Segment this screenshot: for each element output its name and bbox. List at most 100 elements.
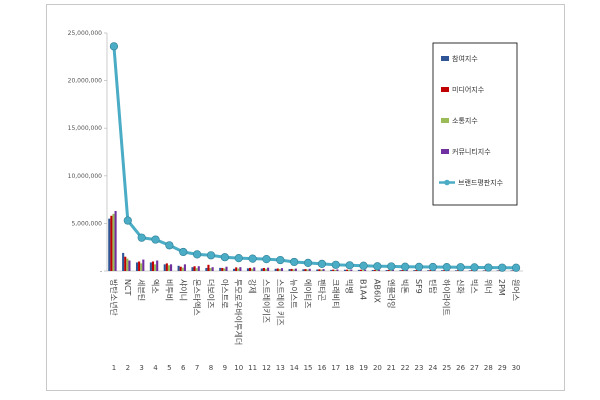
category-index: 11 — [248, 364, 257, 372]
line-point — [373, 262, 382, 271]
category-index: 1 — [112, 364, 116, 372]
category-index: 29 — [498, 364, 507, 372]
bar — [207, 264, 210, 271]
bar — [429, 270, 432, 271]
bar — [209, 268, 212, 271]
bar — [114, 211, 117, 271]
bar — [219, 267, 222, 271]
line-point — [137, 233, 146, 242]
legend-label: 브랜드평판지수 — [458, 178, 504, 187]
bar — [167, 265, 170, 271]
bar — [193, 266, 196, 271]
bar — [470, 270, 473, 271]
category-label: 빅스 — [469, 279, 478, 294]
bar — [302, 269, 305, 271]
bar — [427, 270, 430, 271]
line-point — [109, 42, 119, 51]
line-point — [456, 263, 465, 272]
category-index: 23 — [415, 364, 424, 372]
category-index: 24 — [428, 364, 437, 372]
category-label: 스트레이키즈 — [261, 279, 271, 323]
bar — [373, 269, 376, 271]
bar — [181, 267, 184, 271]
bar — [183, 264, 186, 271]
bar — [496, 270, 499, 271]
category-index: 16 — [317, 364, 326, 372]
bar — [294, 268, 297, 271]
legend-swatch — [441, 118, 449, 123]
bar — [308, 268, 311, 271]
bar — [149, 262, 152, 271]
category-label: 방탄소년단 — [109, 279, 119, 316]
line-point — [262, 255, 271, 264]
bar — [264, 268, 268, 271]
y-tick-label: 5,000,000 — [71, 220, 102, 227]
line-point — [151, 235, 160, 244]
bar — [124, 256, 127, 271]
category-label: B1A4 — [359, 279, 368, 300]
category-index: 2 — [126, 364, 130, 372]
bar — [108, 218, 111, 271]
line-point — [484, 263, 493, 272]
bar — [385, 270, 388, 271]
bar — [274, 268, 277, 271]
category-index: 14 — [290, 364, 299, 372]
bar — [163, 264, 166, 271]
bar — [235, 267, 238, 271]
bar — [357, 269, 360, 271]
bar — [454, 270, 457, 271]
bars — [108, 211, 519, 271]
bar — [350, 269, 353, 271]
bar — [112, 213, 115, 271]
legend-swatch-marker — [444, 179, 450, 186]
bar — [142, 259, 145, 271]
bar — [126, 258, 129, 271]
legend-swatch — [441, 149, 449, 154]
line-point — [303, 258, 313, 268]
bar — [330, 269, 333, 271]
bar — [318, 269, 321, 271]
category-index: 21 — [387, 364, 396, 372]
bar — [280, 268, 284, 271]
bar — [239, 267, 242, 271]
category-index: 5 — [167, 364, 171, 372]
category-index: 20 — [373, 364, 382, 372]
bar — [443, 270, 446, 271]
bar — [457, 270, 460, 271]
category-label: 위너 — [483, 279, 493, 294]
line-point — [276, 255, 285, 265]
bar — [223, 268, 226, 271]
bar — [138, 261, 141, 271]
category-index: 7 — [195, 364, 199, 372]
bar — [151, 261, 155, 271]
line-point — [220, 253, 229, 262]
category-index: 10 — [234, 364, 243, 372]
y-axis: - 5,000,000 10,000,000 15,000,000 20,000,000… — [68, 30, 107, 275]
category-index: 30 — [512, 364, 521, 372]
line-point — [401, 262, 410, 271]
bar — [320, 269, 323, 271]
bar — [482, 270, 485, 271]
line-point — [193, 250, 202, 259]
category-index: 3 — [139, 364, 143, 372]
category-index: 27 — [470, 364, 479, 372]
bar — [177, 265, 180, 271]
category-label: 에이티즈 — [303, 279, 313, 308]
bar — [205, 267, 208, 271]
category-label: 신화 — [456, 279, 465, 294]
bar — [267, 267, 270, 271]
legend-swatch — [441, 87, 449, 92]
bar — [413, 270, 416, 271]
bar — [251, 268, 254, 271]
category-label: 뉴이스트 — [289, 279, 299, 308]
bar — [288, 269, 291, 271]
line-point — [206, 251, 216, 260]
category-index: 6 — [181, 364, 186, 372]
bar — [387, 269, 390, 271]
line-point — [179, 247, 188, 257]
line-point — [290, 257, 299, 267]
chart-frame: - 5,000,000 10,000,000 15,000,000 20,000,000… — [46, 4, 565, 391]
bar — [122, 252, 125, 271]
category-label: 빅톤 — [400, 279, 409, 294]
category-label: 투모로우바이투게더 — [234, 279, 244, 345]
